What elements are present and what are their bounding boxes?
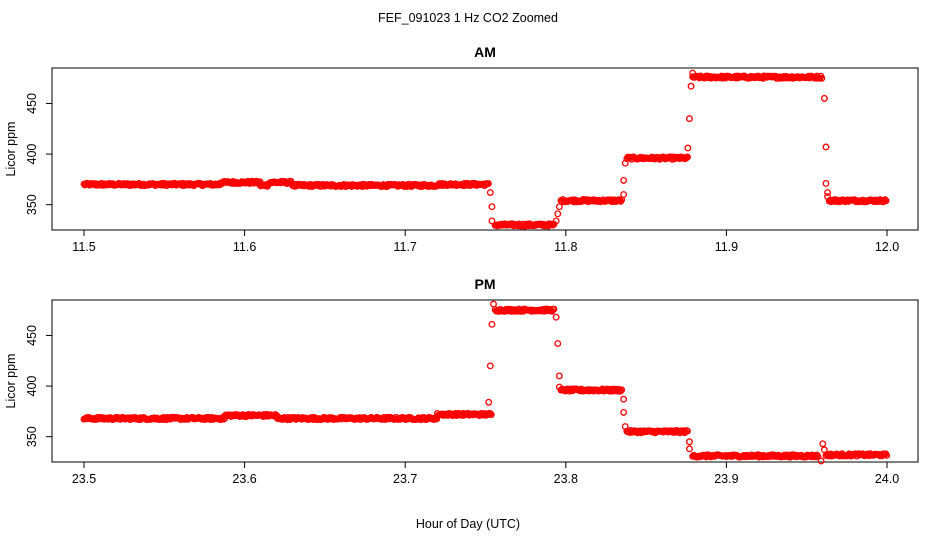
- data-point: [555, 383, 563, 391]
- data-point: [490, 300, 497, 308]
- data-point: [550, 305, 558, 313]
- x-tick-label: 23.7: [393, 472, 417, 486]
- data-point: [617, 387, 625, 395]
- y-tick-label: 350: [25, 426, 39, 447]
- x-tick-label: 24.0: [875, 472, 899, 486]
- data-point: [621, 423, 629, 431]
- data-point: [552, 313, 560, 321]
- plot-frame: [51, 299, 919, 463]
- x-tick-label: 11.9: [715, 240, 738, 254]
- y-tick-label: 350: [25, 194, 39, 215]
- x-tick-label: 23.9: [714, 472, 738, 486]
- data-point: [484, 180, 492, 187]
- panel-title: PM: [475, 276, 496, 292]
- data-point: [620, 176, 628, 184]
- data-point: [684, 427, 691, 435]
- figure-title: FEF_091023 1 Hz CO2 Zoomed: [378, 11, 558, 25]
- data-point: [486, 410, 494, 418]
- data-point: [686, 438, 693, 446]
- data-point: [689, 69, 697, 77]
- data-point: [620, 191, 628, 199]
- data-point: [817, 457, 825, 465]
- data-point: [554, 210, 562, 218]
- data-point: [487, 411, 495, 419]
- data-point: [552, 217, 560, 225]
- data-point: [488, 203, 496, 211]
- data-point: [882, 197, 890, 205]
- data-point: [881, 196, 889, 204]
- x-tick-label: 11.7: [393, 240, 416, 254]
- data-point: [488, 320, 496, 328]
- data-point: [618, 386, 626, 394]
- chart-am: AM 11.5 11.6 11.7 11.8 11.9 12.0 350 400 450 Licor…: [4, 44, 919, 254]
- data-point: [822, 143, 830, 151]
- data-point: [814, 452, 822, 460]
- x-tick-label: 11.6: [233, 240, 256, 254]
- x-tick-label: 23.6: [232, 472, 256, 486]
- data-point: [687, 82, 695, 90]
- y-tick-label: 400: [25, 144, 39, 165]
- y-axis-label: Licor ppm: [4, 354, 18, 409]
- x-tick-label: 11.5: [72, 240, 95, 254]
- data-points: [80, 69, 890, 230]
- data-point: [820, 94, 828, 102]
- data-point: [820, 446, 828, 454]
- data-point: [883, 451, 891, 459]
- data-point: [485, 398, 493, 406]
- x-tick-label: 12.0: [875, 240, 899, 254]
- plot-frame: [51, 67, 919, 231]
- data-point: [555, 372, 563, 380]
- x-tick-label: 23.5: [72, 472, 96, 486]
- y-tick-label: 450: [25, 325, 39, 346]
- y-axis-label: Licor ppm: [4, 122, 18, 177]
- data-point: [684, 144, 692, 152]
- data-point: [555, 203, 563, 211]
- data-point: [822, 179, 830, 187]
- panel-title: AM: [474, 44, 496, 60]
- x-tick-label: 23.8: [554, 472, 578, 486]
- data-point: [486, 189, 494, 196]
- data-point: [486, 362, 494, 370]
- data-point: [824, 189, 832, 196]
- data-point: [686, 115, 693, 123]
- x-axis-label: Hour of Day (UTC): [416, 517, 520, 531]
- data-point: [621, 159, 629, 167]
- x-tick-label: 11.8: [554, 240, 577, 254]
- data-point: [620, 408, 628, 416]
- chart-pm: PM 23.5 23.6 23.7 23.8 23.9 24.0 350 400 450 Licor…: [4, 276, 919, 486]
- data-points: [80, 300, 891, 465]
- y-tick-label: 400: [25, 376, 39, 397]
- data-point: [488, 217, 496, 225]
- data-point: [620, 395, 628, 403]
- data-point: [554, 340, 562, 347]
- data-point: [824, 193, 832, 201]
- data-point: [684, 153, 691, 161]
- y-tick-label: 450: [25, 93, 39, 114]
- data-point: [686, 445, 693, 453]
- data-point: [819, 440, 827, 448]
- data-point: [818, 74, 826, 82]
